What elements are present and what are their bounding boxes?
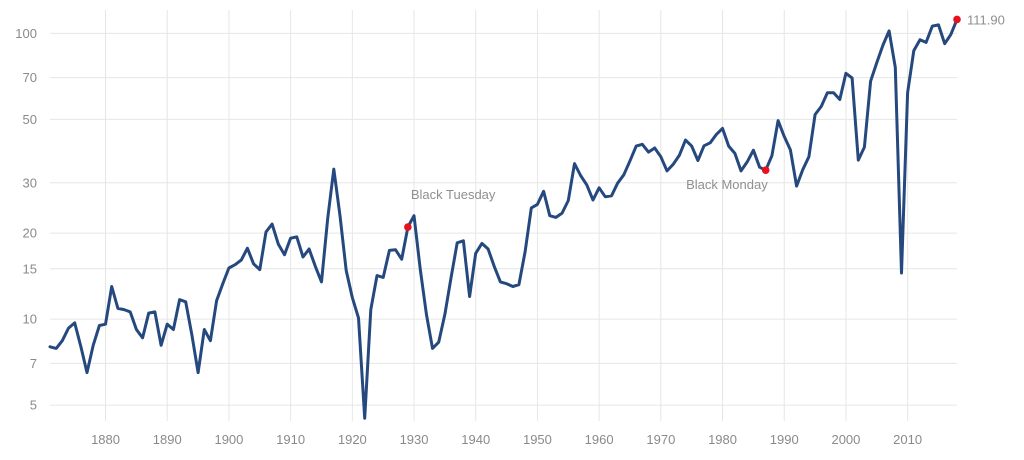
y-tick-label: 10 <box>23 312 37 327</box>
y-tick-label: 70 <box>23 70 37 85</box>
y-tick-label: 5 <box>30 398 37 413</box>
x-tick-label: 1890 <box>153 432 182 447</box>
y-axis-ticks: 5 7 10 15 20 30 50 70 100 <box>15 26 37 413</box>
grid-lines <box>50 10 957 421</box>
y-tick-label: 30 <box>23 175 37 190</box>
x-tick-label: 1910 <box>276 432 305 447</box>
x-tick-label: 1900 <box>214 432 243 447</box>
y-tick-label: 7 <box>30 356 37 371</box>
x-tick-label: 2000 <box>831 432 860 447</box>
y-tick-label: 50 <box>23 112 37 127</box>
annotation-label: Black Tuesday <box>411 187 496 202</box>
annotation-marker <box>761 166 770 174</box>
y-tick-label: 20 <box>23 226 37 241</box>
x-tick-label: 1940 <box>461 432 490 447</box>
series-layer <box>48 17 959 420</box>
x-tick-label: 1960 <box>585 432 614 447</box>
x-tick-label: 1920 <box>338 432 367 447</box>
x-tick-label: 1950 <box>523 432 552 447</box>
y-tick-label: 100 <box>15 26 37 41</box>
annotations: Black Tuesday Black Monday 111.90 <box>404 12 1005 231</box>
annotation-label: 111.90 <box>967 12 1005 27</box>
x-tick-label: 1970 <box>646 432 675 447</box>
y-tick-label: 15 <box>23 261 37 276</box>
series-line <box>48 17 959 420</box>
annotation-marker <box>404 223 412 231</box>
x-tick-label: 1980 <box>708 432 737 447</box>
annotation-label: Black Monday <box>686 177 768 192</box>
x-tick-label: 2010 <box>893 432 922 447</box>
x-axis-ticks: 1880 1890 1900 1910 1920 1930 1940 1950 1960 1970… <box>91 432 922 447</box>
x-tick-label: 1930 <box>400 432 429 447</box>
annotation-marker <box>953 15 961 24</box>
x-tick-label: 1990 <box>770 432 799 447</box>
x-tick-label: 1880 <box>91 432 120 447</box>
